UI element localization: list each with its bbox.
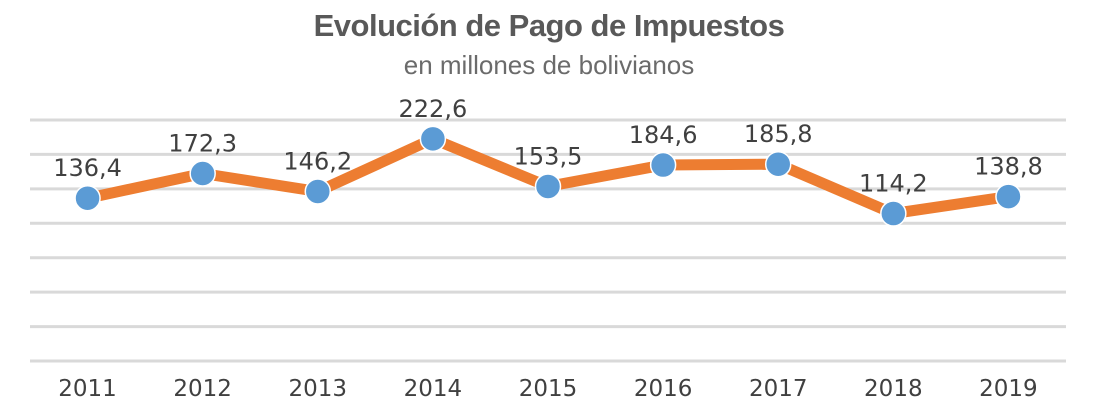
data-label-2015: 153,5 <box>514 142 583 170</box>
data-point-2013 <box>304 178 332 205</box>
x-tick-label-2013: 2013 <box>289 376 348 402</box>
x-axis-tick-labels: 2011 2012 2013 2014 2015 2016 2017 2018 2019 <box>58 376 1037 402</box>
chart-title: Evolución de Pago de Impuestos <box>313 8 785 43</box>
data-label-2018: 114,2 <box>859 170 928 198</box>
x-tick-label-2012: 2012 <box>173 376 232 402</box>
gridlines <box>30 118 1066 363</box>
x-tick-label-2016: 2016 <box>634 376 693 402</box>
data-label-2012: 172,3 <box>168 130 237 158</box>
x-tick-label-2014: 2014 <box>404 376 463 402</box>
data-labels: 136,4 172,3 146,2 222,6 153,5 184,6 185,8 114,2… <box>53 95 1043 198</box>
data-point-2018 <box>880 200 907 227</box>
data-point-2015 <box>534 173 562 200</box>
data-label-2017: 185,8 <box>744 120 813 148</box>
chart-subtitle: en millones de bolivianos <box>403 50 695 80</box>
x-tick-label-2019: 2019 <box>979 376 1038 402</box>
data-label-2016: 184,6 <box>629 121 698 149</box>
data-point-2012 <box>189 160 216 187</box>
x-tick-label-2015: 2015 <box>519 376 578 402</box>
x-tick-label-2011: 2011 <box>58 376 117 402</box>
data-label-2013: 146,2 <box>283 147 352 175</box>
data-point-2016 <box>649 151 677 179</box>
data-point-2014 <box>419 125 447 153</box>
data-label-2011: 136,4 <box>53 154 122 182</box>
data-points <box>74 125 1022 227</box>
data-point-2011 <box>74 184 101 212</box>
data-point-2019 <box>995 183 1022 210</box>
x-tick-label-2018: 2018 <box>864 376 923 402</box>
data-point-2017 <box>764 150 792 178</box>
data-label-2014: 222,6 <box>399 95 468 123</box>
x-tick-label-2017: 2017 <box>749 376 808 402</box>
data-label-2019: 138,8 <box>974 153 1043 181</box>
